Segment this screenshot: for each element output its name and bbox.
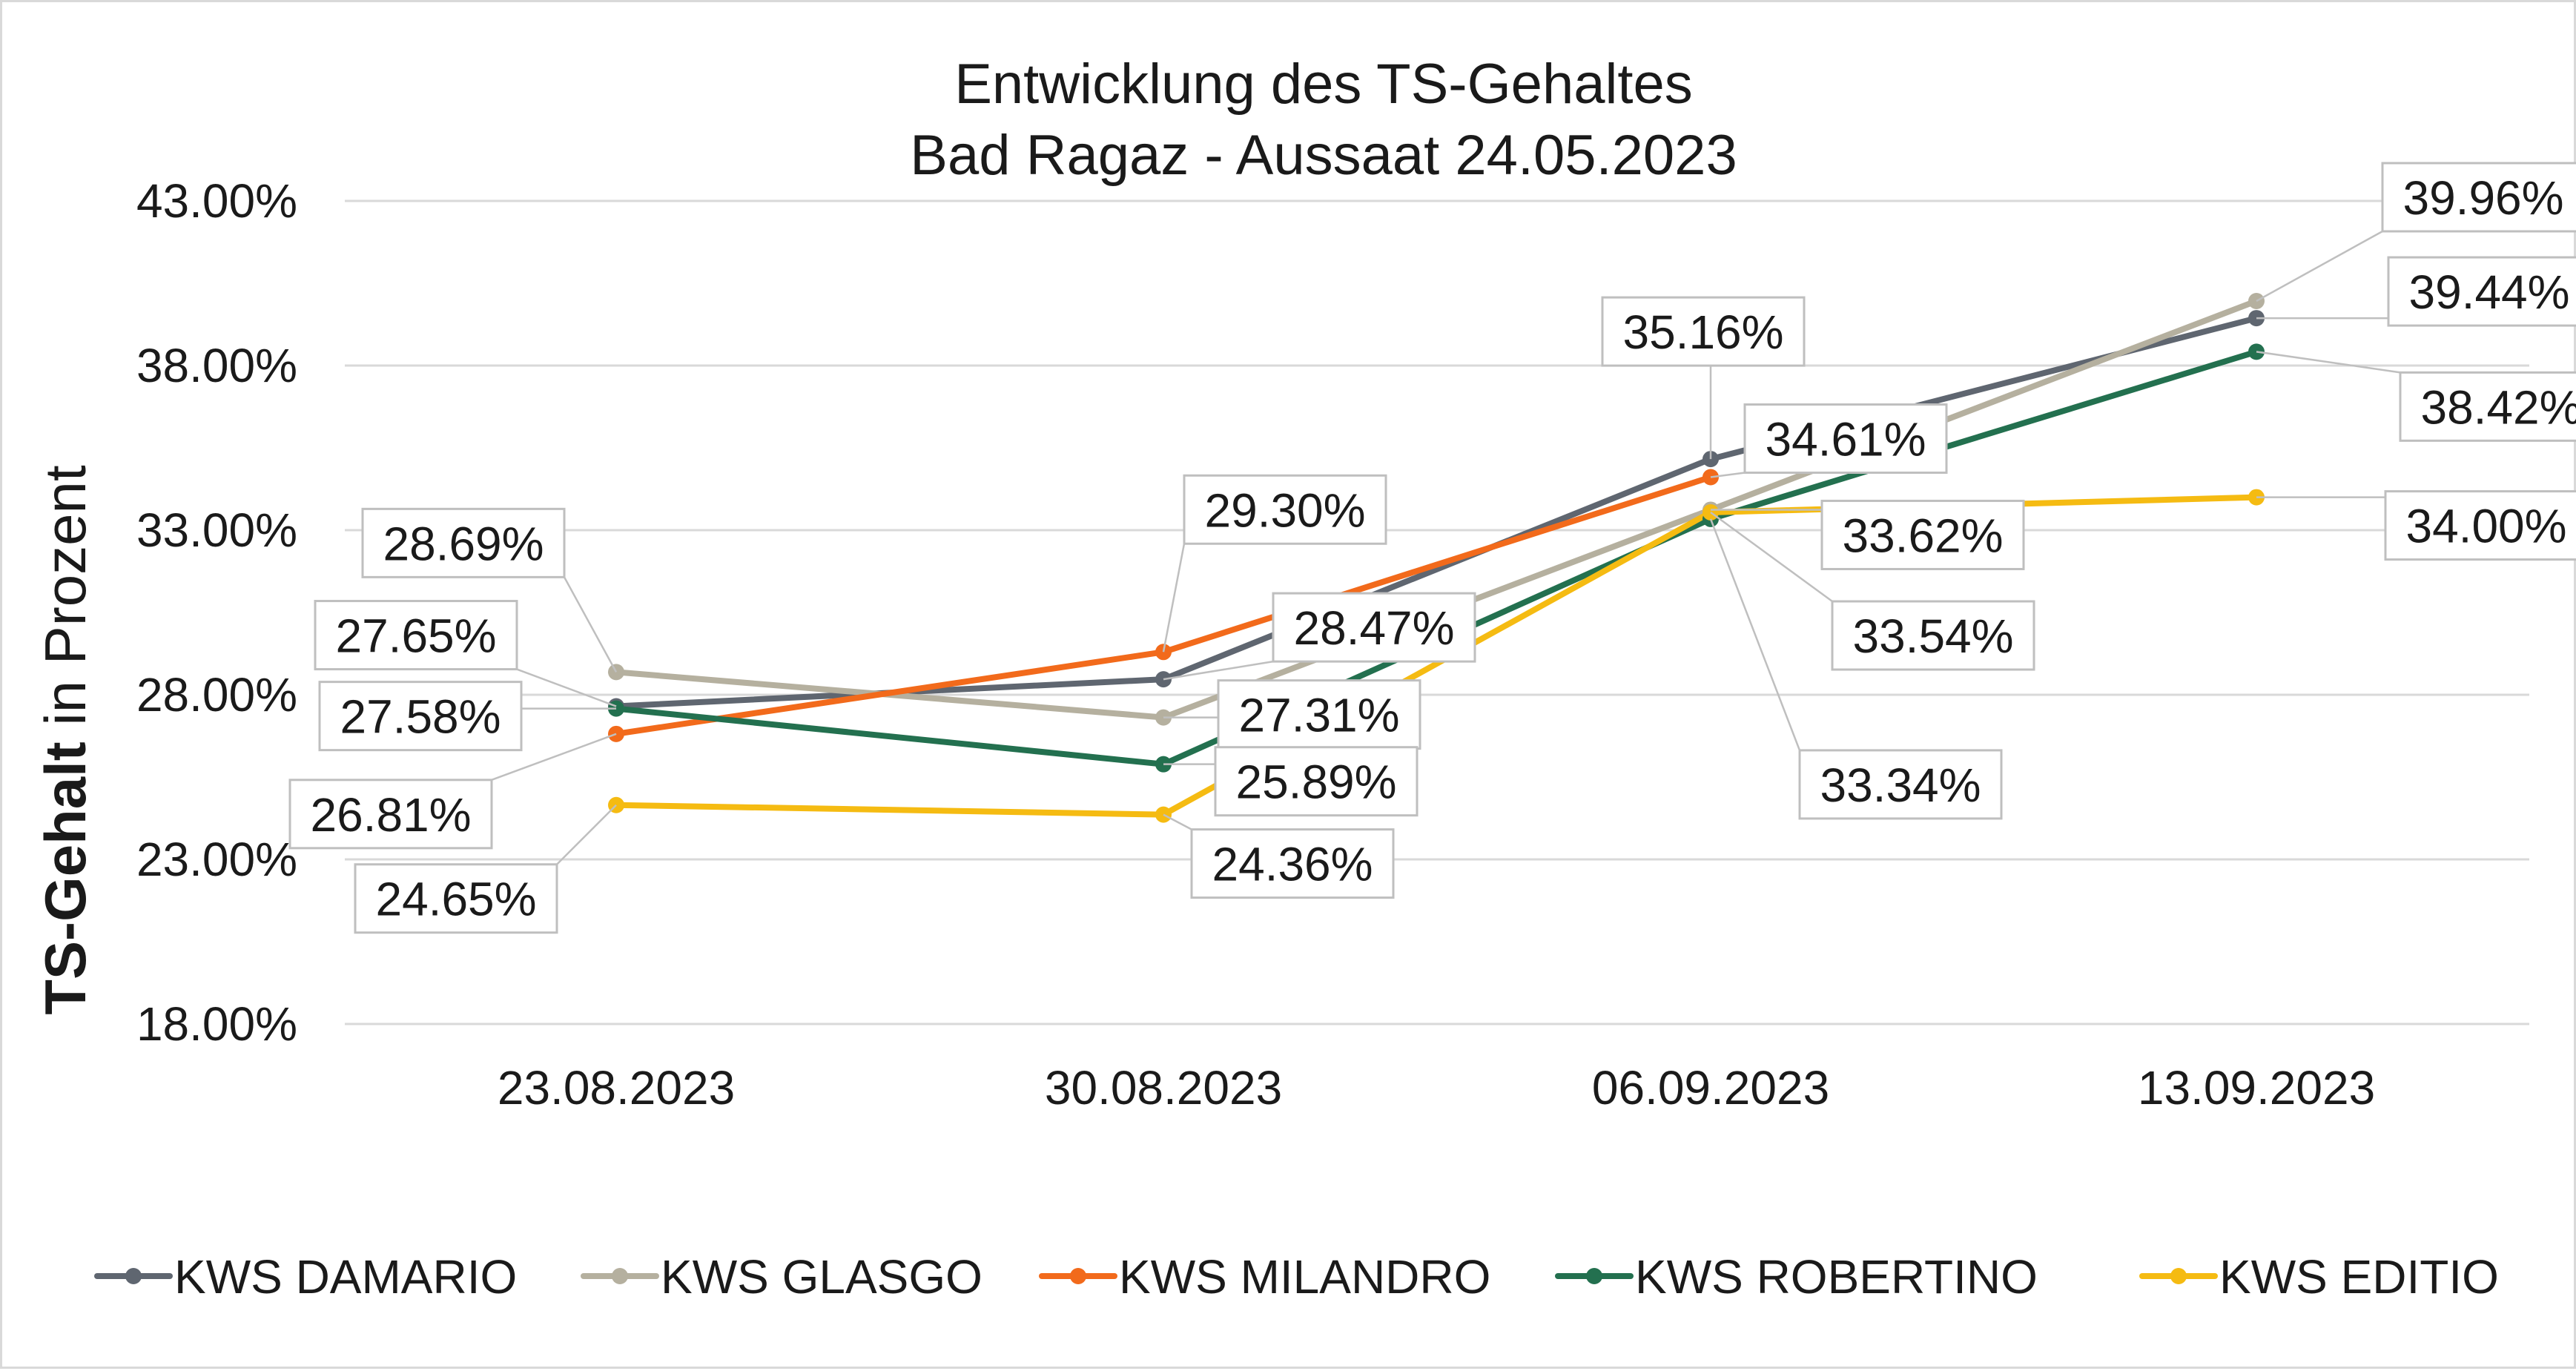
data-label-box — [2399, 371, 2576, 442]
data-label-box — [2381, 162, 2576, 233]
y-axis-label-bold: TS-Gehalt — [33, 741, 98, 1014]
y-tick-label: 33.00% — [136, 503, 297, 557]
data-label-leader — [1162, 544, 1186, 653]
data-label-box — [1820, 499, 2025, 570]
data-label: 34.00% — [2405, 500, 2566, 553]
data-label: 35.16% — [1622, 305, 1783, 359]
data-label-box — [1217, 679, 1421, 750]
data-label-box — [314, 600, 518, 671]
data-label: 27.31% — [1238, 689, 1399, 742]
y-tick-label: 38.00% — [136, 339, 297, 392]
y-axis-label: TS-Gehalt in Prozent — [33, 465, 98, 1015]
data-label-box — [2384, 490, 2576, 561]
y-tick-label: 28.00% — [136, 668, 297, 721]
data-label-box — [288, 779, 493, 850]
data-label-box — [354, 863, 558, 934]
data-label: 27.58% — [340, 690, 501, 744]
y-tick-label: 18.00% — [136, 997, 297, 1051]
x-tick-label: 06.09.2023 — [1592, 1061, 1829, 1114]
legend-swatch-marker — [1586, 1268, 1602, 1284]
data-label: 25.89% — [1235, 756, 1396, 809]
data-label-box — [1743, 403, 1948, 475]
data-label-box — [1272, 592, 1476, 663]
data-label-leader — [2256, 351, 2401, 374]
data-label-box — [361, 507, 566, 578]
data-label: 39.96% — [2402, 171, 2563, 225]
data-label: 27.65% — [335, 609, 496, 663]
data-label-box — [318, 681, 523, 752]
data-label-box — [1183, 474, 1387, 545]
data-label-leader — [2256, 230, 2383, 303]
legend-label: KWS DAMARIO — [174, 1250, 517, 1304]
data-label: 28.47% — [1293, 601, 1454, 655]
data-label: 24.36% — [1212, 838, 1373, 891]
legend-swatch-marker — [612, 1268, 628, 1284]
chart-title-line-2: Bad Ragaz - Aussaat 24.05.2023 — [910, 124, 1737, 187]
y-axis-label-rest: in Prozent — [33, 465, 98, 741]
y-tick-label: 43.00% — [136, 174, 297, 228]
data-label-leader — [1709, 518, 1801, 751]
legend-swatch-marker — [1070, 1268, 1086, 1284]
legend-label: KWS MILANDRO — [1119, 1250, 1490, 1304]
data-label: 33.62% — [1842, 509, 2003, 562]
data-label-leader — [1710, 512, 1833, 603]
data-label: 39.44% — [2408, 265, 2569, 319]
data-label-leader — [563, 576, 618, 673]
data-label-leader — [516, 668, 617, 707]
legend-swatch-marker — [2170, 1268, 2187, 1284]
x-tick-label: 13.09.2023 — [2138, 1061, 2375, 1114]
data-label-box — [1601, 296, 1806, 367]
data-label-box — [1798, 749, 2003, 820]
data-label: 24.65% — [375, 873, 536, 926]
legend-label: KWS EDITIO — [2219, 1250, 2499, 1304]
legend-label: KWS ROBERTINO — [1635, 1250, 2038, 1304]
data-label-box — [1831, 600, 2035, 671]
data-label-leader — [491, 733, 617, 782]
data-label: 28.69% — [383, 517, 544, 570]
x-tick-label: 23.08.2023 — [498, 1061, 735, 1114]
data-label-leader — [1163, 813, 1192, 830]
chart-title-line-1: Entwicklung des TS-Gehaltes — [954, 53, 1693, 116]
data-label: 26.81% — [310, 788, 471, 842]
data-label: 33.34% — [1820, 759, 1981, 812]
data-label-leader — [1710, 472, 1746, 478]
data-label-box — [2387, 256, 2576, 327]
data-label-leader — [1163, 660, 1274, 681]
legend-swatch-marker — [125, 1268, 142, 1284]
data-label-leader — [556, 804, 617, 865]
x-tick-label: 30.08.2023 — [1045, 1061, 1282, 1114]
y-tick-label: 23.00% — [136, 833, 297, 886]
data-label: 34.61% — [1765, 413, 1926, 466]
data-label: 38.42% — [2420, 380, 2576, 434]
data-label: 29.30% — [1204, 483, 1365, 537]
data-label: 33.54% — [1852, 609, 2013, 663]
data-label-box — [1214, 746, 1419, 817]
legend-label: KWS GLASGO — [661, 1250, 982, 1304]
data-label-box — [1190, 828, 1395, 899]
